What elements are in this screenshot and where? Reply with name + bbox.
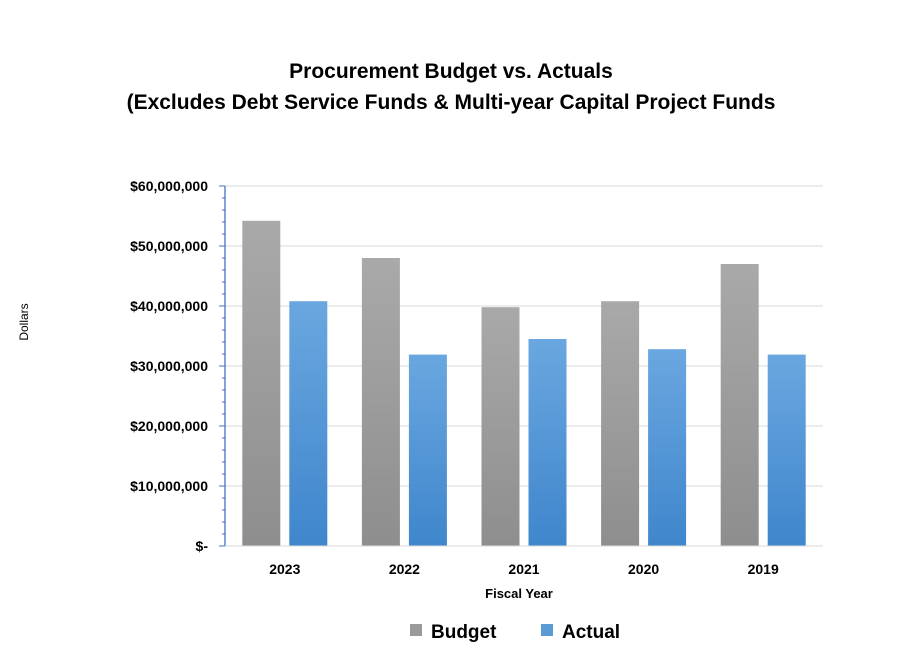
bar-actual-2023 xyxy=(289,301,328,546)
y-tick-label: $40,000,000 xyxy=(130,298,208,314)
y-axis-label: Dollars xyxy=(17,303,31,340)
y-tick-label: $20,000,000 xyxy=(130,418,208,434)
x-tick-label: 2021 xyxy=(508,561,539,577)
x-tick-label: 2022 xyxy=(389,561,420,577)
y-tick-label: $30,000,000 xyxy=(130,358,208,374)
bar-actual-2022 xyxy=(408,354,447,546)
chart-title-line-2: (Excludes Debt Service Funds & Multi-yea… xyxy=(127,91,776,114)
bar-budget-2020 xyxy=(601,301,640,546)
y-tick-label: $60,000,000 xyxy=(130,178,208,194)
bar-budget-2021 xyxy=(481,307,520,546)
x-tick-labels: 2023 2022 2021 2020 2019 xyxy=(269,561,779,577)
legend: Budget Actual xyxy=(410,622,620,643)
bars xyxy=(242,220,806,547)
y-tick-labels: $- $10,000,000 $20,000,000 $30,000,000 $40,0… xyxy=(130,178,208,554)
chart-title-line-1: Procurement Budget vs. Actuals xyxy=(289,60,613,83)
y-tick-label: $50,000,000 xyxy=(130,238,208,254)
legend-label-budget: Budget xyxy=(431,622,497,643)
bar-budget-2019 xyxy=(720,264,759,546)
x-tick-label: 2019 xyxy=(748,561,779,577)
x-tick-label: 2020 xyxy=(628,561,659,577)
bar-actual-2019 xyxy=(767,354,806,546)
bar-actual-2020 xyxy=(648,349,687,546)
axes xyxy=(219,185,823,547)
bar-budget-2023 xyxy=(242,220,281,547)
legend-swatch-actual xyxy=(541,624,553,636)
x-axis-label: Fiscal Year xyxy=(485,586,553,601)
x-tick-label: 2023 xyxy=(269,561,300,577)
legend-label-actual: Actual xyxy=(562,622,620,643)
legend-swatch-budget xyxy=(410,624,422,636)
bar-actual-2021 xyxy=(528,339,567,546)
bar-budget-2022 xyxy=(361,258,400,546)
y-tick-label: $10,000,000 xyxy=(130,478,208,494)
y-tick-label: $- xyxy=(196,538,209,554)
